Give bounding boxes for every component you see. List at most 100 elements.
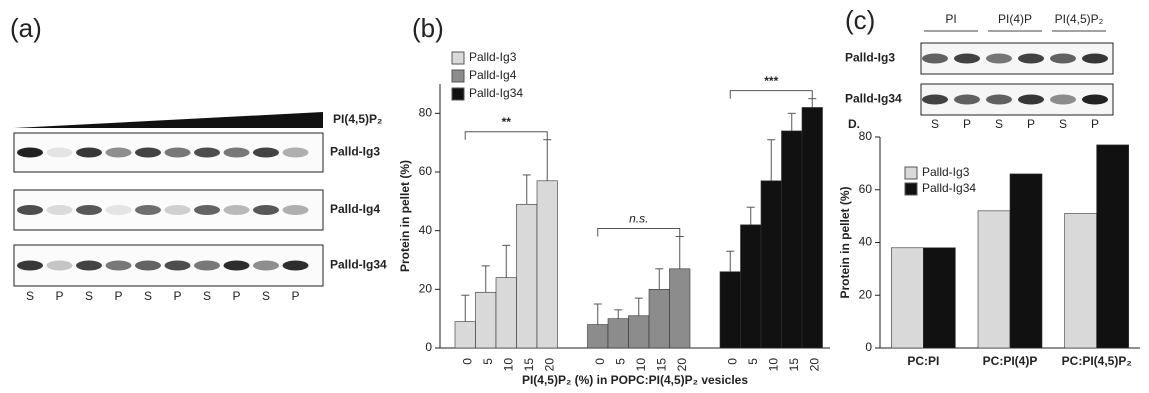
bar	[476, 292, 497, 348]
legend-label: Palld-Ig4	[469, 68, 517, 82]
blot-band	[165, 205, 191, 215]
bar	[537, 181, 558, 348]
error-bar	[461, 295, 469, 321]
lane-label: S	[1059, 117, 1067, 131]
significance-bracket	[598, 229, 680, 237]
lane-label: P	[173, 289, 181, 303]
lane-label: P	[232, 289, 240, 303]
row-label: Palld-Ig34	[330, 258, 387, 272]
significance-label: n.s.	[629, 212, 648, 226]
blot-band	[986, 54, 1012, 64]
blot-band	[135, 261, 161, 271]
error-bar	[788, 113, 796, 131]
blot-band	[1018, 54, 1044, 64]
blot-band	[224, 205, 250, 215]
blot-band	[1082, 95, 1108, 105]
lane-label: P	[114, 289, 122, 303]
blot-band	[194, 261, 220, 271]
bar	[455, 322, 476, 348]
blot-band	[922, 95, 948, 105]
legend-swatch	[905, 183, 917, 195]
lane-label: P	[1027, 117, 1035, 131]
blot-band	[47, 261, 73, 271]
blot-band	[954, 95, 980, 105]
blot-band	[1050, 54, 1076, 64]
x-tick-label: 10	[766, 358, 780, 372]
bar	[608, 319, 629, 348]
lane-label: S	[144, 289, 152, 303]
bar	[496, 278, 517, 348]
blot-band	[253, 261, 279, 271]
blot-band	[135, 205, 161, 215]
y-tick-label: 0	[865, 340, 872, 354]
y-tick-label: 0	[425, 340, 432, 354]
blot-band	[283, 148, 309, 158]
blot-band	[194, 148, 220, 158]
error-bar	[523, 175, 531, 204]
x-tick-label: 5	[481, 358, 495, 365]
legend-label: Palld-Ig3	[922, 165, 970, 179]
blot-band	[17, 148, 43, 158]
blot-band	[194, 205, 220, 215]
y-tick-label: 60	[859, 182, 873, 196]
legend-label: Palld-Ig3	[469, 50, 517, 64]
legend-swatch	[452, 88, 464, 100]
blot-band	[76, 205, 102, 215]
bar	[649, 289, 670, 348]
blot-band	[106, 148, 132, 158]
error-bar	[614, 310, 622, 319]
blot-band	[135, 148, 161, 158]
x-tick-label: 15	[787, 358, 801, 372]
column-header: PI	[945, 12, 956, 26]
y-tick-label: 20	[419, 282, 433, 296]
row-label: Palld-Ig34	[845, 92, 902, 106]
x-tick-label: PC:PI(4,5)P₂	[1062, 354, 1132, 368]
lane-label: S	[931, 117, 939, 131]
bar	[978, 211, 1010, 348]
blot-band	[253, 148, 279, 158]
x-tick-label: 20	[675, 358, 689, 372]
error-bar	[655, 269, 663, 290]
error-bar	[594, 304, 602, 325]
gradient-wedge	[14, 112, 323, 128]
error-bar	[808, 99, 816, 108]
x-tick-label: 0	[725, 358, 739, 365]
blot-band	[76, 261, 102, 271]
error-bar	[543, 140, 551, 181]
y-tick-label: 40	[859, 235, 873, 249]
lane-label: S	[995, 117, 1003, 131]
bar	[923, 248, 955, 348]
blot-band	[106, 261, 132, 271]
bar	[1097, 145, 1129, 348]
x-tick-label: PC:PI(4)P	[983, 354, 1038, 368]
x-tick-label: 5	[613, 358, 627, 365]
blot-band	[1018, 95, 1044, 105]
bar	[802, 107, 823, 348]
row-label: Palld-Ig3	[845, 51, 895, 65]
significance-bracket	[465, 132, 547, 140]
bar	[891, 248, 923, 348]
y-tick-label: 60	[419, 164, 433, 178]
blot-band	[1050, 95, 1076, 105]
blot-band	[106, 205, 132, 215]
gradient-label: PI(4,5)P₂	[333, 112, 382, 126]
lane-label: P	[1091, 117, 1099, 131]
blot-band	[165, 261, 191, 271]
column-header: PI(4,5)P₂	[1055, 12, 1104, 26]
bar	[1065, 213, 1097, 348]
x-tick-label: 15	[522, 358, 536, 372]
bar	[670, 269, 691, 348]
panel-label: (b)	[412, 13, 444, 43]
lane-label: P	[55, 289, 63, 303]
row-label: Palld-Ig4	[330, 202, 380, 216]
x-tick-label: 0	[460, 358, 474, 365]
lane-label: P	[291, 289, 299, 303]
x-tick-label: 10	[634, 358, 648, 372]
bar	[517, 204, 538, 348]
lane-label: S	[85, 289, 93, 303]
error-bar	[676, 237, 684, 269]
error-bar	[767, 140, 775, 181]
blot-band	[922, 54, 948, 64]
blot-band	[47, 148, 73, 158]
bar	[761, 181, 782, 348]
